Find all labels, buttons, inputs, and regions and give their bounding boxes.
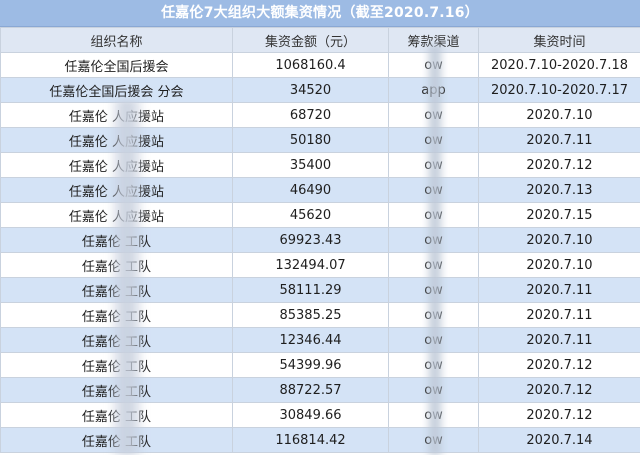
header-time: 集资时间 [478, 27, 640, 53]
cell-org-name: 任嘉伦全国后援会 分会 [0, 77, 233, 103]
cell-amount: 58111.29 [232, 277, 389, 303]
table-row: 任嘉伦 人应援站35400ow2020.7.12 [0, 152, 640, 178]
cell-time: 2020.7.10 [478, 252, 640, 278]
redaction-blur-names [108, 100, 146, 455]
cell-amount: 50180 [232, 127, 389, 153]
table-row: 任嘉伦 工队116814.42ow2020.7.14 [0, 427, 640, 453]
cell-time: 2020.7.11 [478, 277, 640, 303]
cell-amount: 1068160.4 [232, 52, 389, 78]
cell-time: 2020.7.12 [478, 352, 640, 378]
cell-amount: 34520 [232, 77, 389, 103]
table-row: 任嘉伦 工队58111.29ow2020.7.11 [0, 277, 640, 303]
cell-time: 2020.7.13 [478, 177, 640, 203]
cell-time: 2020.7.12 [478, 402, 640, 428]
cell-amount: 85385.25 [232, 302, 389, 328]
cell-amount: 116814.42 [232, 427, 389, 453]
cell-time: 2020.7.11 [478, 302, 640, 328]
table-row: 任嘉伦 工队12346.44ow2020.7.11 [0, 327, 640, 353]
cell-amount: 45620 [232, 202, 389, 228]
cell-time: 2020.7.15 [478, 202, 640, 228]
cell-time: 2020.7.10-2020.7.17 [478, 77, 640, 103]
table-row: 任嘉伦 工队54399.96ow2020.7.12 [0, 352, 640, 378]
table-row: 任嘉伦 人应援站68720ow2020.7.10 [0, 102, 640, 128]
table-row: 任嘉伦 工队88722.57ow2020.7.12 [0, 377, 640, 403]
table-row: 任嘉伦 人应援站50180ow2020.7.11 [0, 127, 640, 153]
cell-amount: 46490 [232, 177, 389, 203]
table-row: 任嘉伦 工队30849.66ow2020.7.12 [0, 402, 640, 428]
table-row: 任嘉伦 人应援站46490ow2020.7.13 [0, 177, 640, 203]
cell-time: 2020.7.14 [478, 427, 640, 453]
cell-time: 2020.7.11 [478, 127, 640, 153]
cell-amount: 12346.44 [232, 327, 389, 353]
cell-time: 2020.7.10 [478, 227, 640, 253]
redaction-blur-channels [424, 45, 446, 455]
cell-amount: 88722.57 [232, 377, 389, 403]
cell-org-name: 任嘉伦全国后援会 [0, 52, 233, 78]
table-title: 任嘉伦7大组织大额集资情况（截至2020.7.16） [0, 0, 640, 27]
table-row: 任嘉伦 工队85385.25ow2020.7.11 [0, 302, 640, 328]
header-row: 组织名称 集资金额（元） 筹款渠道 集资时间 [0, 27, 640, 53]
cell-amount: 30849.66 [232, 402, 389, 428]
cell-amount: 68720 [232, 102, 389, 128]
header-org-name: 组织名称 [0, 27, 233, 53]
cell-time: 2020.7.12 [478, 377, 640, 403]
table-row: 任嘉伦 人应援站45620ow2020.7.15 [0, 202, 640, 228]
header-amount: 集资金额（元） [232, 27, 389, 53]
cell-time: 2020.7.10-2020.7.18 [478, 52, 640, 78]
cell-time: 2020.7.10 [478, 102, 640, 128]
cell-amount: 35400 [232, 152, 389, 178]
table-row: 任嘉伦 工队69923.43ow2020.7.10 [0, 227, 640, 253]
cell-time: 2020.7.12 [478, 152, 640, 178]
cell-time: 2020.7.11 [478, 327, 640, 353]
table-row: 任嘉伦 工队132494.07ow2020.7.10 [0, 252, 640, 278]
table-body: 任嘉伦全国后援会1068160.4ow2020.7.10-2020.7.18任嘉… [0, 52, 640, 453]
cell-amount: 132494.07 [232, 252, 389, 278]
cell-amount: 54399.96 [232, 352, 389, 378]
cell-amount: 69923.43 [232, 227, 389, 253]
fundraising-table: 组织名称 集资金额（元） 筹款渠道 集资时间 任嘉伦全国后援会 1068160.4… [0, 27, 640, 453]
